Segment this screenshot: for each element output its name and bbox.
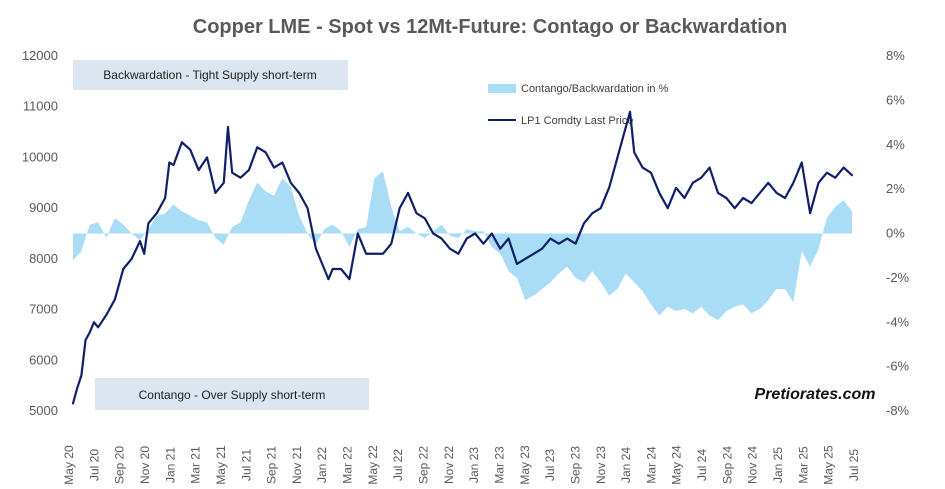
line-series-layer	[71, 110, 854, 405]
x-axis-tick-label: Sep 21	[265, 446, 279, 484]
x-axis-tick-label: Jan 25	[771, 447, 785, 483]
legend-area-label: Contango/Backwardation in %	[521, 83, 669, 95]
annotation-box-bottom	[95, 378, 369, 410]
right-axis-ticks: 8% 6% 4% 2% 0% -2% -4% -6% -8%	[886, 48, 910, 418]
x-axis-tick-label: Mar 21	[189, 446, 203, 484]
right-axis-tick-label: 4%	[886, 137, 905, 152]
legend-area-swatch	[488, 84, 516, 93]
x-axis-tick-label: May 20	[62, 445, 76, 485]
copper-price-line	[71, 110, 854, 405]
chart-title: Copper LME - Spot vs 12Mt-Future: Contag…	[193, 16, 787, 38]
x-axis-tick-label: Nov 21	[290, 446, 304, 484]
x-axis-tick-label: Jul 22	[391, 449, 405, 481]
right-axis-tick-label: -4%	[886, 314, 910, 329]
x-axis-tick-label: Nov 22	[442, 446, 456, 484]
x-axis-tick-label: May 24	[670, 445, 684, 485]
left-axis-ticks: 12000 11000 10000 9000 8000 7000 6000 5000	[22, 48, 58, 418]
x-axis-tick-label: Mar 25	[796, 446, 810, 484]
right-axis-tick-label: -6%	[886, 359, 910, 374]
contango-area	[73, 171, 852, 321]
x-axis-ticks: May 20 Jul 20 Sep 20 Nov 20 Jan 21 Mar 21 May …	[62, 445, 861, 485]
annotation-bottom: Contango - Over Supply short-term	[139, 388, 326, 402]
left-axis-tick-label: 11000	[23, 99, 58, 114]
watermark: Pretiorates.com	[755, 386, 876, 403]
left-axis-tick-label: 10000	[22, 149, 58, 164]
x-axis-tick-label: Sep 24	[720, 446, 734, 484]
left-axis-tick-label: 7000	[29, 302, 58, 317]
x-axis-tick-label: May 23	[518, 445, 532, 485]
annotation-top: Backwardation - Tight Supply short-term	[103, 68, 316, 82]
right-axis-tick-label: 2%	[886, 181, 905, 196]
right-axis-tick-label: -2%	[886, 270, 910, 285]
annotation-box-top	[73, 60, 348, 90]
x-axis-tick-label: Sep 20	[113, 446, 127, 484]
x-axis-tick-label: Jul 20	[87, 449, 101, 481]
legend-line-label: LP1 Comdty Last Price	[521, 115, 634, 127]
x-axis-tick-label: Jan 22	[315, 447, 329, 483]
x-axis-tick-label: Sep 22	[417, 446, 431, 484]
x-axis-tick-label: Sep 23	[568, 446, 582, 484]
left-axis-tick-label: 9000	[29, 200, 58, 215]
x-axis-tick-label: Jul 24	[695, 449, 709, 481]
x-axis-tick-label: Mar 24	[644, 446, 658, 484]
left-axis-tick-label: 8000	[29, 251, 58, 266]
x-axis-tick-label: Jul 23	[543, 449, 557, 481]
x-axis-tick-label: Jan 23	[467, 447, 481, 483]
left-axis-tick-label: 6000	[29, 352, 58, 367]
x-axis-tick-label: Jul 25	[847, 449, 861, 481]
left-axis-tick-label: 5000	[29, 403, 58, 418]
x-axis-tick-label: May 25	[822, 445, 836, 485]
right-axis-tick-label: -8%	[886, 403, 910, 418]
x-axis-tick-label: Nov 23	[594, 446, 608, 484]
x-axis-tick-label: Jul 21	[239, 449, 253, 481]
area-series-layer	[73, 171, 852, 321]
x-axis-tick-label: Mar 23	[492, 446, 506, 484]
left-axis-tick-label: 12000	[22, 48, 58, 63]
x-axis-tick-label: May 21	[214, 445, 228, 485]
x-axis-tick-label: Nov 20	[138, 446, 152, 484]
legend: Contango/Backwardation in % LP1 Comdty L…	[488, 83, 669, 127]
right-axis-tick-label: 8%	[886, 48, 905, 63]
right-axis-tick-label: 6%	[886, 92, 905, 107]
x-axis-tick-label: Jan 21	[163, 447, 177, 483]
right-axis-tick-label: 0%	[886, 226, 905, 241]
x-axis-tick-label: Jan 24	[619, 447, 633, 483]
x-axis-tick-label: Nov 24	[746, 446, 760, 484]
x-axis-tick-label: Mar 22	[341, 446, 355, 484]
x-axis-tick-label: May 22	[366, 445, 380, 485]
